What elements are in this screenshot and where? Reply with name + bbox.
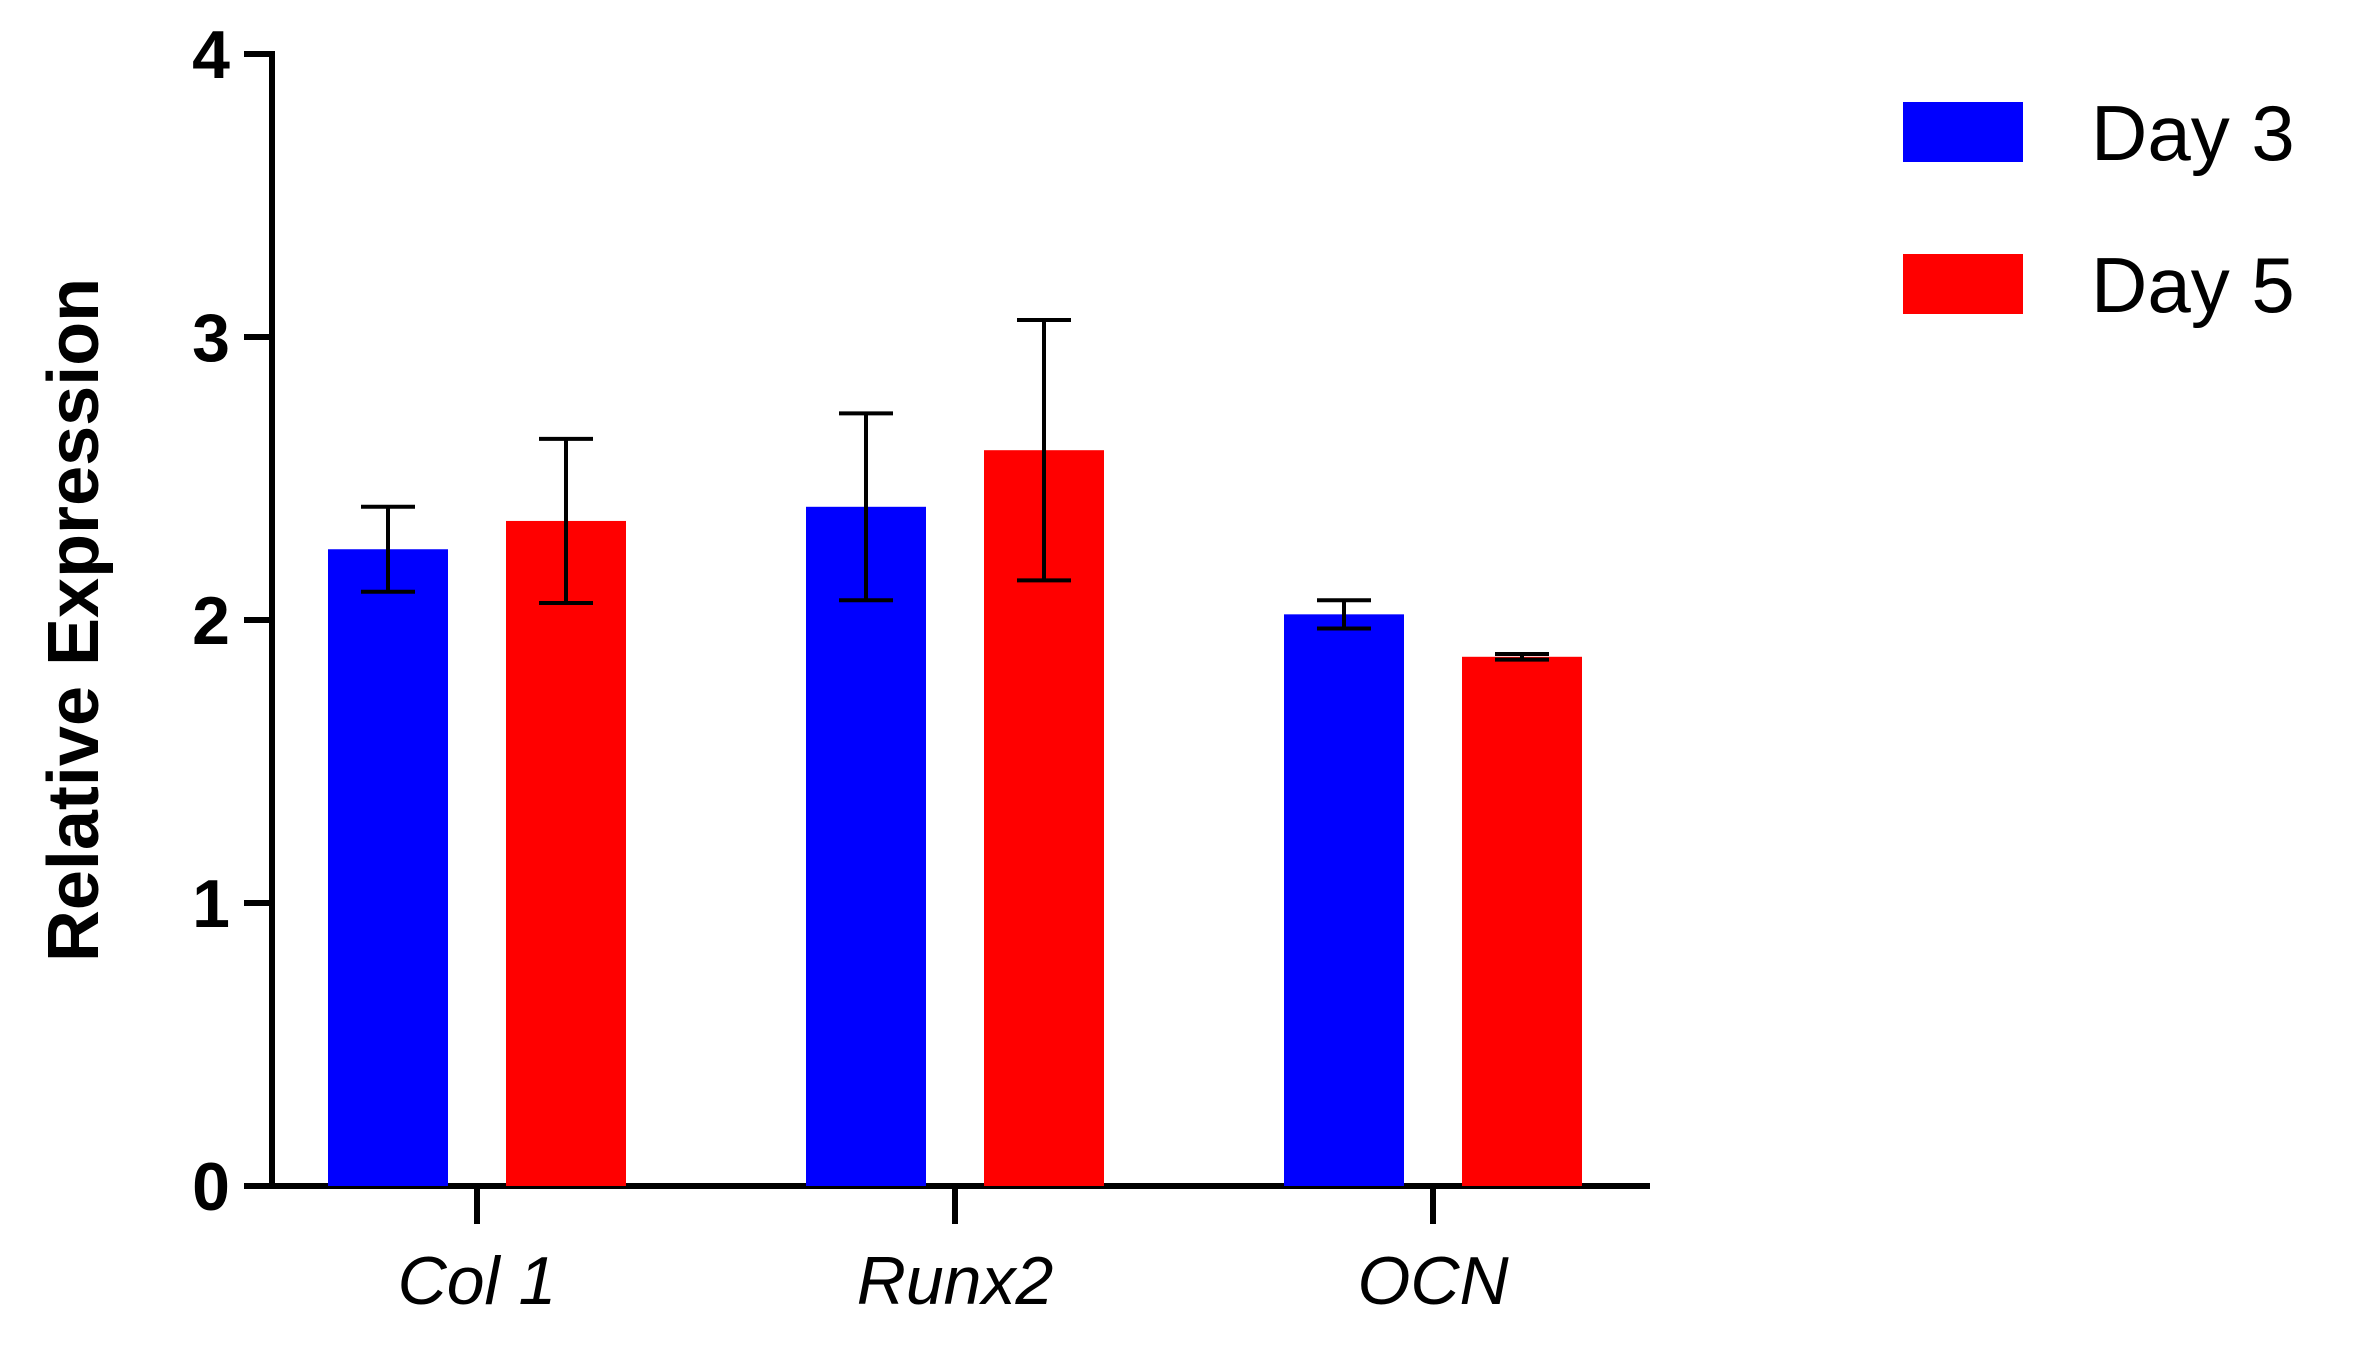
y-tick-label: 4 <box>192 17 230 93</box>
y-tick-label: 1 <box>192 866 230 942</box>
legend: Day 3 Day 5 <box>1903 89 2295 329</box>
bars-group <box>328 450 1582 1186</box>
legend-label: Day 3 <box>2091 89 2295 177</box>
bar <box>806 506 926 1186</box>
x-tick-label: OCN <box>1357 1243 1509 1319</box>
y-tick-label: 3 <box>192 300 230 376</box>
y-axis: 0 1 2 3 4 <box>192 17 275 1225</box>
bar <box>328 549 448 1186</box>
bar <box>506 520 626 1186</box>
bar <box>1284 614 1404 1186</box>
legend-swatch <box>1903 254 2023 314</box>
bar <box>1462 656 1582 1186</box>
x-axis: Col 1 Runx2 OCN <box>269 1183 1650 1319</box>
legend-label: Day 5 <box>2091 241 2295 329</box>
y-tick-label: 0 <box>192 1149 230 1225</box>
x-tick-label: Runx2 <box>857 1243 1054 1319</box>
x-tick-label: Col 1 <box>398 1243 557 1319</box>
error-bars-group <box>361 318 1549 662</box>
legend-swatch <box>1903 102 2023 162</box>
y-axis-label: Relative Expression <box>34 278 114 962</box>
y-tick-label: 2 <box>192 583 230 659</box>
